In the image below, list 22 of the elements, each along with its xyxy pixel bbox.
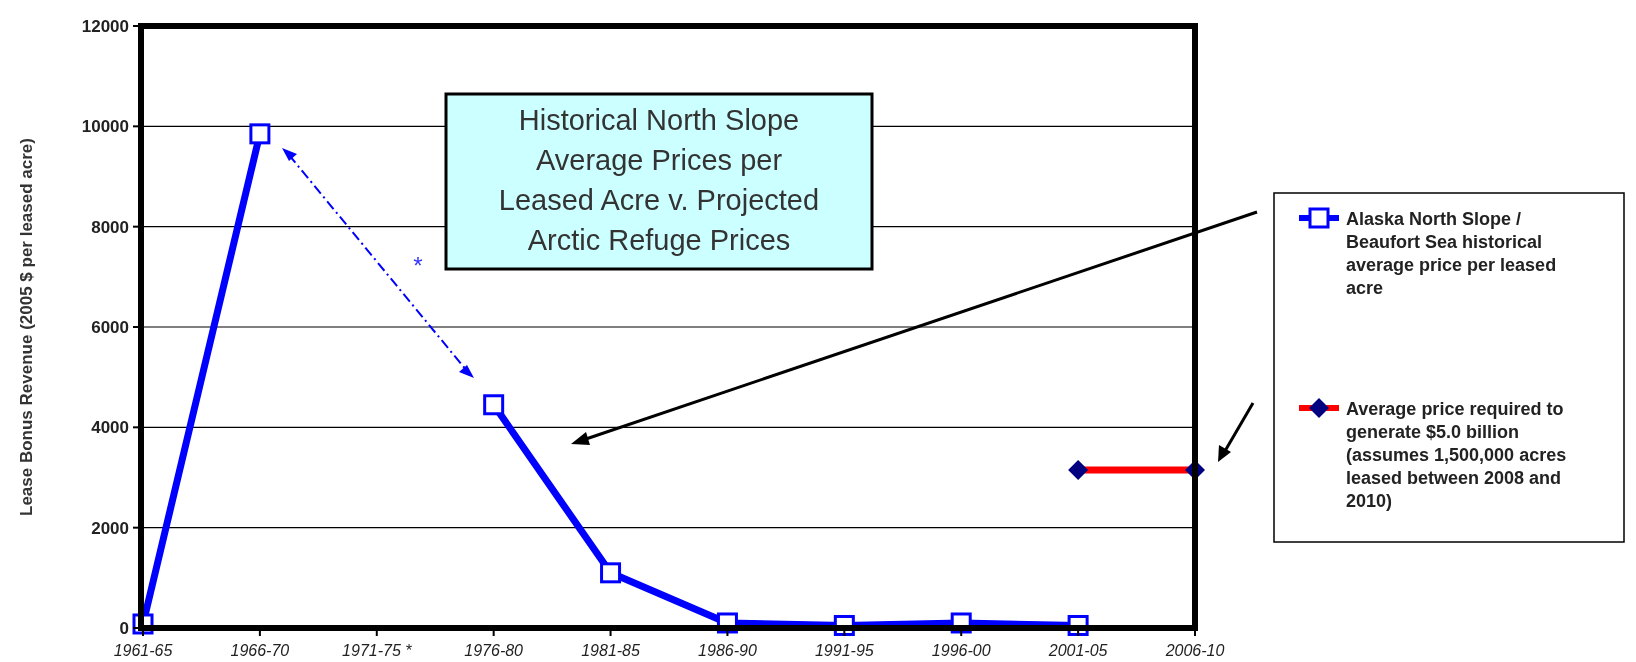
- y-tick-label: 4000: [91, 418, 129, 438]
- y-tick-label: 10000: [81, 117, 129, 137]
- y-tick-label: 8000: [91, 217, 129, 237]
- x-tick-label: 2001-05: [1047, 642, 1108, 659]
- x-tick-label: 2006-10: [1164, 642, 1225, 659]
- x-tick-label: 1961-65: [113, 642, 173, 659]
- x-tick-label: 1996-00: [931, 642, 991, 659]
- legend-label: Average price required to generate $5.0 billion (assumes 1,500,000 acres leased between 2008 and 2010): [1346, 399, 1567, 511]
- x-tick-label: 1966-70: [230, 642, 290, 659]
- legend-label: Alaska North Slope / Beaufort Sea historical average price per leased acre: [1346, 209, 1557, 298]
- x-tick-label: 1986-90: [698, 642, 757, 659]
- y-tick-label: 0: [119, 618, 129, 638]
- x-tick-label: 1976-80: [464, 642, 524, 659]
- x-tick-label: 1971-75 *: [342, 642, 413, 659]
- y-tick-label: 12000: [81, 16, 129, 36]
- x-tick-label: 1991-95: [814, 642, 874, 659]
- text: Historical North Slope Average Prices per Leased Acre v. Projected Arctic Refuge Prices: [498, 104, 820, 256]
- y-axis-title: Lease Bonus Revenue (2005 $ per leased acre): [17, 138, 36, 516]
- y-tick-label: 2000: [91, 518, 129, 538]
- x-tick-label: 1981-85: [581, 642, 641, 659]
- annotation: *: [413, 252, 423, 279]
- y-tick-label: 6000: [91, 317, 129, 337]
